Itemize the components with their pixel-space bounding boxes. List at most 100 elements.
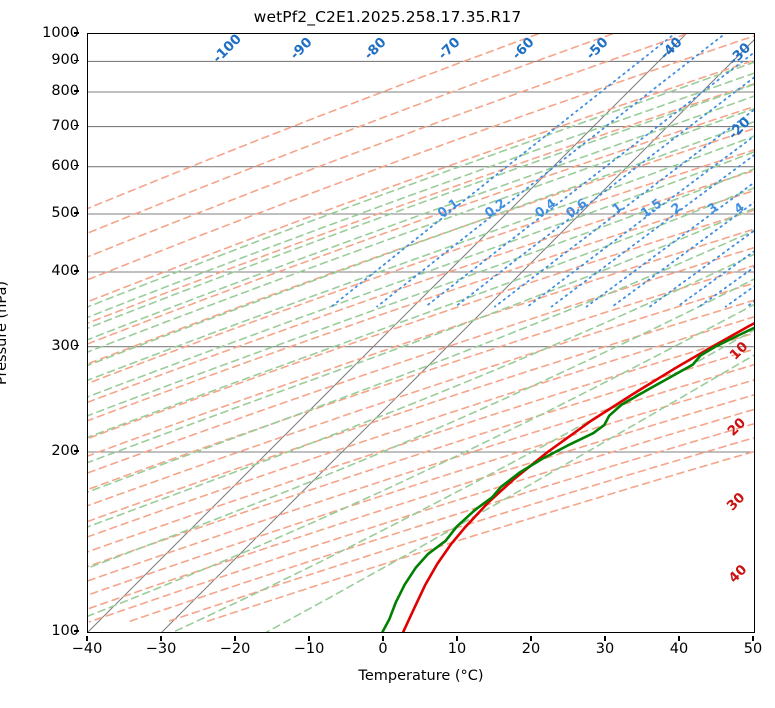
moist-adiabat-line xyxy=(88,229,754,493)
moist-adiabat-line xyxy=(88,278,754,569)
x-tick-50: 50 xyxy=(743,641,763,657)
dewpoint-profile-line xyxy=(381,326,754,632)
x-tick-mark xyxy=(160,636,162,641)
y-tick-500: 500 xyxy=(51,205,79,222)
y-axis-tick-labels: 100 200 300 400 500 600 700 800 900 1000 xyxy=(0,25,79,639)
moist-adiabat-line xyxy=(88,151,754,398)
isotherm-line xyxy=(161,39,754,632)
mixing-ratio-label: 0.2 xyxy=(482,195,509,220)
isotherm-label: -90 xyxy=(287,34,316,63)
moist-adiabat-line xyxy=(88,107,754,353)
x-tick-40: 40 xyxy=(669,641,689,657)
x-tick-mark xyxy=(456,636,458,641)
y-tick-mark xyxy=(74,164,79,167)
x-axis-title: Temperature (°C) xyxy=(358,668,484,684)
dry-adiabat-line xyxy=(88,348,754,568)
dry-adiabat-line xyxy=(166,436,754,623)
isotherm-label: 40 xyxy=(726,562,751,587)
y-tick-300: 300 xyxy=(51,337,79,354)
y-tick-mark xyxy=(74,212,79,214)
dry-adiabat-line xyxy=(88,127,754,365)
isotherm-label: -80 xyxy=(361,34,390,63)
temperature-profile-line xyxy=(401,321,754,632)
x-tick-10: 10 xyxy=(447,641,467,657)
moist-adiabat-line xyxy=(88,168,754,417)
moist-adiabat-line xyxy=(88,72,754,319)
y-tick-1000: 1000 xyxy=(42,25,79,41)
y-tick-200: 200 xyxy=(51,442,79,459)
dry-adiabat-line xyxy=(88,228,754,457)
isotherm-label: -60 xyxy=(509,34,538,63)
mixing-ratio-label: 1.5 xyxy=(638,195,665,220)
moist-adiabat-line xyxy=(88,95,754,341)
mixing-ratio-line xyxy=(676,250,754,308)
x-tick--30: −30 xyxy=(145,641,177,657)
x-tick--10: −10 xyxy=(293,641,325,657)
dry-adiabat-line xyxy=(88,169,754,404)
dry-adiabat-line xyxy=(88,379,754,596)
x-tick-20: 20 xyxy=(521,641,541,657)
dry-adiabat-line xyxy=(88,299,754,523)
dry-adiabat-line xyxy=(88,59,754,303)
y-tick-mark xyxy=(74,344,79,347)
moist-adiabat-line xyxy=(88,135,754,381)
x-tick--40: −40 xyxy=(71,641,103,657)
mixing-ratio-line xyxy=(330,34,676,308)
moist-adiabat-line xyxy=(88,61,754,308)
dry-adiabat-line xyxy=(88,316,754,538)
y-tick-mark xyxy=(74,59,79,62)
mixing-ratio-line xyxy=(698,266,754,308)
mixing-ratio-line xyxy=(724,285,754,308)
isotherm-label: -70 xyxy=(435,34,464,63)
plot-area: 0.1 0.2 0.4 0.6 1 1.5 2 3 4 -100 -90 -80 -70 -60 -50 -4… xyxy=(87,33,755,633)
y-tick-100: 100 xyxy=(51,623,79,639)
x-axis-tick-labels: −40 −30 −20 −10 0 10 20 30 40 50 xyxy=(72,636,762,663)
skewt-plot-svg: 0.1 0.2 0.4 0.6 1 1.5 2 3 4-100 -90 -80 -70 -60 -50 -4… xyxy=(88,34,754,632)
x-tick-mark xyxy=(86,636,88,641)
moist-adiabat-line xyxy=(172,329,754,632)
isotherm-label: -50 xyxy=(583,34,612,63)
dry-adiabat-line xyxy=(88,34,687,258)
y-tick-mark xyxy=(74,630,79,632)
dry-adiabat-line xyxy=(88,34,613,234)
x-tick--20: −20 xyxy=(219,641,251,657)
x-tick-0: 0 xyxy=(378,641,388,657)
x-tick-30: 30 xyxy=(595,641,615,657)
mixing-ratio-line xyxy=(494,108,754,308)
y-tick-mark xyxy=(74,450,79,452)
moist-adiabat-line xyxy=(88,303,754,617)
mixing-ratio-line xyxy=(611,201,754,308)
moist-adiabat-line xyxy=(88,83,754,329)
mixing-ratio-label: 0.4 xyxy=(532,195,559,220)
dry-adiabat-line xyxy=(88,34,539,210)
mixing-ratio-line xyxy=(585,181,754,308)
mixing-ratio-line xyxy=(424,51,754,308)
isotherm-label: 30 xyxy=(724,490,749,515)
isotherm-label: 20 xyxy=(724,415,749,440)
dry-adiabat-line xyxy=(127,422,754,623)
mixing-ratio-line xyxy=(526,135,754,308)
dry-adiabat-line xyxy=(88,408,754,623)
moist-adiabat-line xyxy=(88,253,754,528)
x-tick-mark xyxy=(530,636,532,641)
dry-adiabat-line xyxy=(88,83,754,324)
x-tick-mark xyxy=(604,636,606,641)
moist-adiabat-line xyxy=(266,354,754,632)
y-tick-400: 400 xyxy=(51,262,79,279)
x-tick-mark xyxy=(234,636,236,641)
mixing-ratio-label: 0.1 xyxy=(434,195,461,220)
y-tick-600: 600 xyxy=(51,157,79,174)
y-tick-800: 800 xyxy=(51,82,79,99)
x-tick-mark xyxy=(308,636,310,641)
y-tick-mark xyxy=(74,270,79,272)
y-tick-mark xyxy=(74,32,79,34)
moist-adiabat-line xyxy=(88,120,754,367)
dry-adiabat-line xyxy=(88,209,754,440)
x-tick-mark xyxy=(382,636,384,641)
x-tick-mark xyxy=(752,636,754,641)
dry-adiabat-line xyxy=(88,394,754,610)
y-tick-mark xyxy=(74,124,79,127)
x-tick-mark xyxy=(678,636,680,641)
mixing-ratio-line xyxy=(550,154,754,308)
dry-adiabat-line xyxy=(88,282,754,507)
